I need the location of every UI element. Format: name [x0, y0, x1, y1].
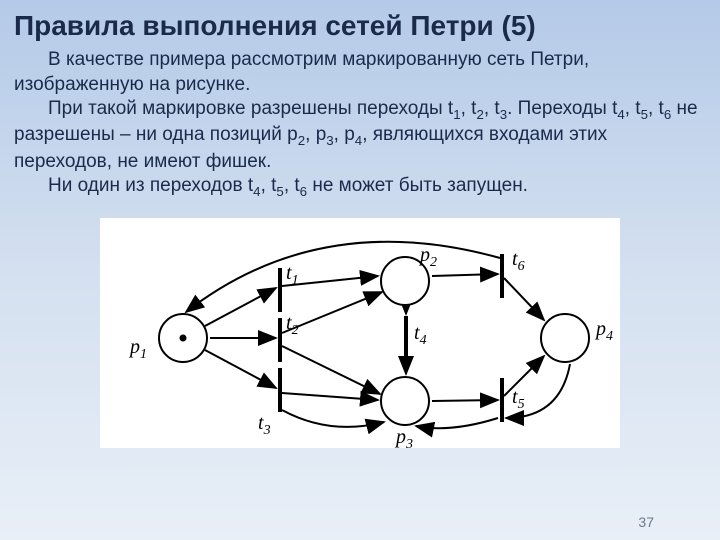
label-t4: t4	[414, 322, 427, 349]
transition-t6	[500, 254, 504, 298]
transition-t4	[404, 316, 408, 360]
label-p4: p4	[596, 318, 613, 345]
page-number: 37	[638, 514, 654, 530]
place-p3	[380, 376, 430, 426]
label-t2: t2	[286, 312, 299, 339]
paragraph-3: Ни один из переходов t4, t5, t6 не может…	[14, 174, 706, 200]
label-p1: p1	[130, 336, 147, 363]
paragraph-2: При такой маркировке разрешены переходы …	[14, 97, 706, 174]
place-p4	[540, 313, 590, 363]
petri-net-diagram: p1 p2 p3 p4 t1 t2 t3 t4 t5 t6	[100, 218, 620, 448]
paragraph-1: В качестве примера рассмотрим маркирован…	[14, 48, 706, 97]
label-t3: t3	[258, 412, 271, 439]
label-p3: p3	[396, 426, 413, 453]
transition-t3	[278, 368, 282, 412]
place-p1	[158, 313, 208, 363]
label-t6: t6	[512, 248, 525, 275]
token-p1	[180, 335, 187, 342]
label-t1: t1	[286, 262, 299, 289]
label-t5: t5	[512, 386, 525, 413]
transition-t1	[278, 268, 282, 312]
transition-t2	[278, 318, 282, 362]
label-p2: p2	[420, 244, 437, 271]
slide-title: Правила выполнения сетей Петри (5)	[0, 0, 720, 48]
transition-t5	[500, 378, 504, 422]
body-text: В качестве примера рассмотрим маркирован…	[0, 48, 720, 200]
